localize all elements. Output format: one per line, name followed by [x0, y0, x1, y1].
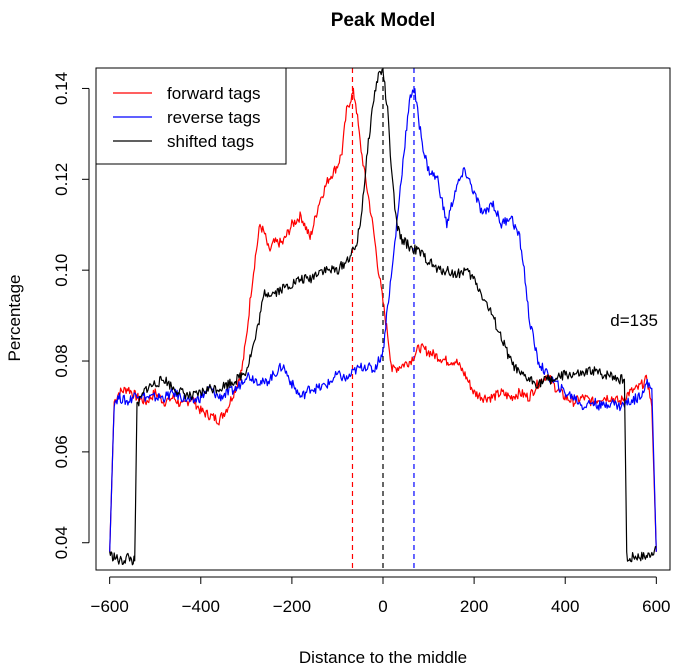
series-line-forward-tags: [109, 87, 657, 552]
y-tick-label: 0.14: [52, 72, 71, 105]
y-tick-label: 0.10: [52, 254, 71, 287]
plot-frame: [95, 67, 671, 571]
x-tick-label: 400: [551, 597, 579, 616]
x-tick-label: 0: [378, 597, 387, 616]
y-tick-label: 0.12: [52, 163, 71, 196]
series-line-shifted-tags: [109, 68, 657, 566]
x-tick-label: −200: [273, 597, 311, 616]
x-tick-label: −400: [182, 597, 220, 616]
legend-label: reverse tags: [167, 108, 261, 127]
x-axis-label: Distance to the middle: [299, 648, 467, 667]
d-annotation: d=135: [610, 311, 658, 330]
x-tick-label: −600: [91, 597, 129, 616]
chart-title: Peak Model: [331, 10, 436, 31]
y-axis: 0.04 0.06 0.08 0.10 0.12 0.14: [52, 72, 90, 559]
x-tick-label: 200: [460, 597, 488, 616]
x-tick-label: 600: [642, 597, 670, 616]
legend-box: [95, 67, 287, 165]
y-tick-label: 0.08: [52, 344, 71, 377]
y-tick-label: 0.04: [52, 526, 71, 559]
y-axis-label: Percentage: [5, 275, 24, 362]
series-lines: [109, 68, 657, 566]
legend-label: shifted tags: [167, 132, 254, 151]
legend: forward tags reverse tags shifted tags: [95, 67, 287, 165]
x-axis: −600 −400 −200 0 200 400 600: [91, 576, 671, 616]
legend-label: forward tags: [167, 84, 261, 103]
y-tick-label: 0.06: [52, 435, 71, 468]
peak-markers: [351, 68, 415, 570]
